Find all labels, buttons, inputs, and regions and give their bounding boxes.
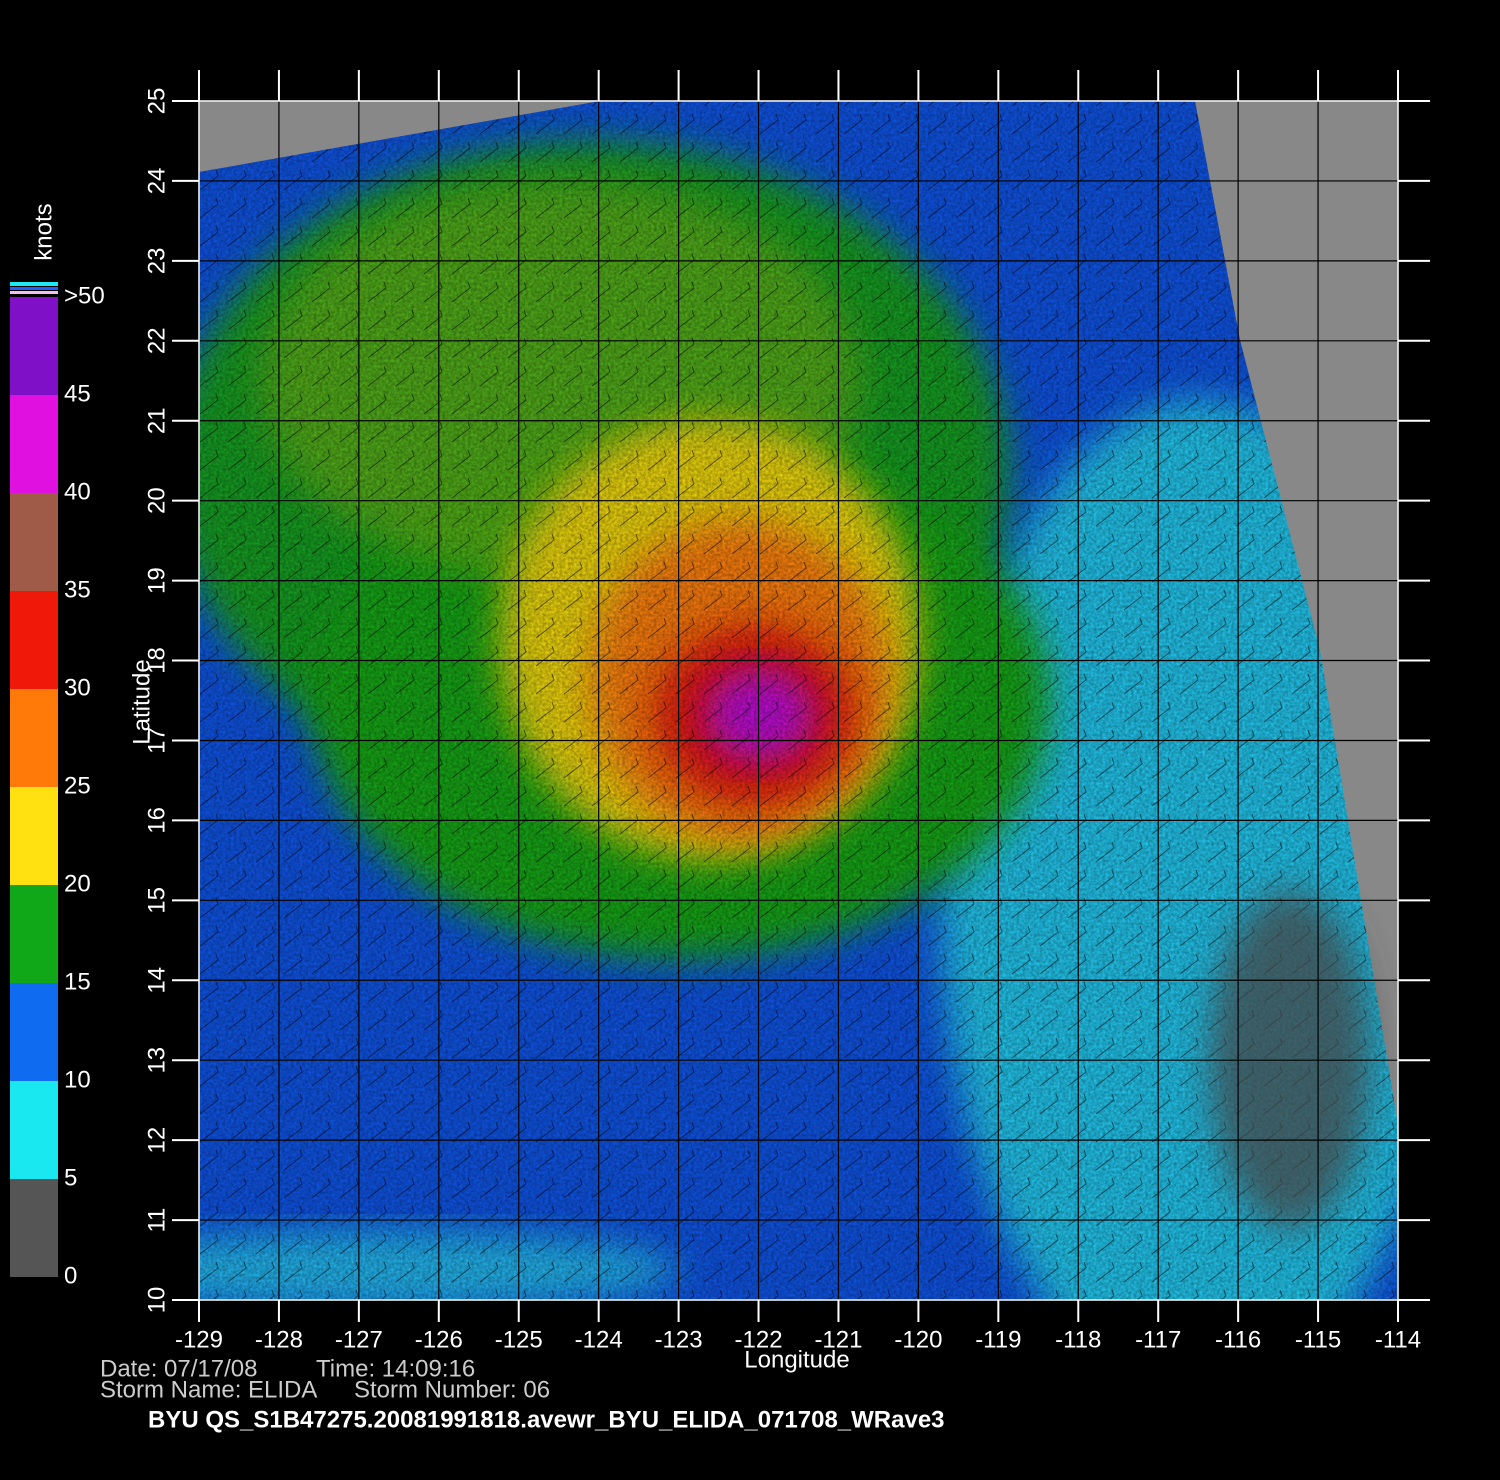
colorbar-segment <box>10 591 58 689</box>
wind-field <box>199 101 1398 1300</box>
x-tick-label: -120 <box>894 1326 942 1353</box>
x-tick-label: -124 <box>575 1326 623 1353</box>
y-tick-label: 22 <box>143 327 170 354</box>
colorbar-tick-label: 25 <box>64 772 91 799</box>
y-tick-label: 17 <box>143 727 170 754</box>
x-tick-label: -114 <box>1375 1326 1421 1353</box>
x-tick-label: -125 <box>495 1326 543 1353</box>
y-tick-label: 24 <box>143 168 170 195</box>
x-tick-label: -115 <box>1295 1326 1341 1353</box>
colorbar-segment <box>10 493 58 591</box>
y-tick-label: 21 <box>143 407 170 434</box>
y-tick-label: 15 <box>143 887 170 914</box>
y-tick-label: 23 <box>143 248 170 275</box>
colorbar-cap <box>10 287 58 290</box>
y-tick-label: 20 <box>143 487 170 514</box>
x-axis-label: Longitude <box>744 1346 849 1373</box>
colorbar-tick-label: 0 <box>64 1262 77 1289</box>
y-tick-label: 25 <box>143 88 170 115</box>
colorbar-tick-label: 15 <box>64 968 91 995</box>
x-tick-label: -122 <box>735 1326 783 1353</box>
grid <box>198 100 1399 1301</box>
x-tick-label: -116 <box>1215 1326 1261 1353</box>
colorbar-tick-label: 5 <box>64 1164 77 1191</box>
x-tick-label: -119 <box>975 1326 1021 1353</box>
colorbar-tick-label: 20 <box>64 870 91 897</box>
colorbar-tick-label: 40 <box>64 478 91 505</box>
x-tick-label: -118 <box>1055 1326 1101 1353</box>
info-date: Date: 07/17/08 <box>100 1355 257 1382</box>
colorbar-segment <box>10 1081 58 1179</box>
colorbar-segment <box>10 395 58 493</box>
colorbar-segment <box>10 689 58 787</box>
colorbar-segment <box>10 297 58 395</box>
colorbar-cap <box>10 282 58 286</box>
x-tick-label: -127 <box>335 1326 383 1353</box>
y-axis-label: Latitude <box>128 659 155 744</box>
colorbar-segment <box>10 983 58 1081</box>
colorbar-tick-label: >50 <box>64 282 105 309</box>
x-tick-label: -129 <box>175 1326 223 1353</box>
x-tick-label: -126 <box>415 1326 463 1353</box>
x-tick-label: -121 <box>814 1326 862 1353</box>
y-tick-label: 14 <box>143 967 170 994</box>
colorbar-segment <box>10 787 58 885</box>
y-tick-label: 11 <box>143 1208 170 1233</box>
image-title: BYU QS_S1B47275.20081991818.avewr_BYU_EL… <box>148 1406 945 1433</box>
y-tick-label: 16 <box>143 807 170 834</box>
colorbar-tick-label: 10 <box>64 1066 91 1093</box>
y-tick-label: 10 <box>143 1287 170 1314</box>
colorbar-tick-label: 45 <box>64 380 91 407</box>
x-tick-label: -123 <box>655 1326 703 1353</box>
colorbar-tick-label: 35 <box>64 576 91 603</box>
info-time: Time: 14:09:16 <box>316 1355 475 1382</box>
info-storm-number: Storm Number: 06 <box>354 1376 550 1403</box>
colorbar-segment <box>10 885 58 983</box>
x-tick-label: -117 <box>1135 1326 1181 1353</box>
y-tick-label: 18 <box>143 647 170 674</box>
x-tick-label: -128 <box>255 1326 303 1353</box>
colorbar <box>10 282 58 1277</box>
colorbar-cap <box>10 291 58 294</box>
colorbar-segment <box>10 1179 58 1277</box>
plot-frame <box>198 100 1399 1301</box>
colorbar-tick-label: 30 <box>64 674 91 701</box>
y-tick-label: 13 <box>143 1047 170 1074</box>
info-storm-name: Storm Name: ELIDA <box>100 1376 317 1403</box>
colorbar-label: knots <box>30 203 57 260</box>
y-tick-label: 19 <box>143 567 170 594</box>
y-tick-label: 12 <box>143 1127 170 1154</box>
